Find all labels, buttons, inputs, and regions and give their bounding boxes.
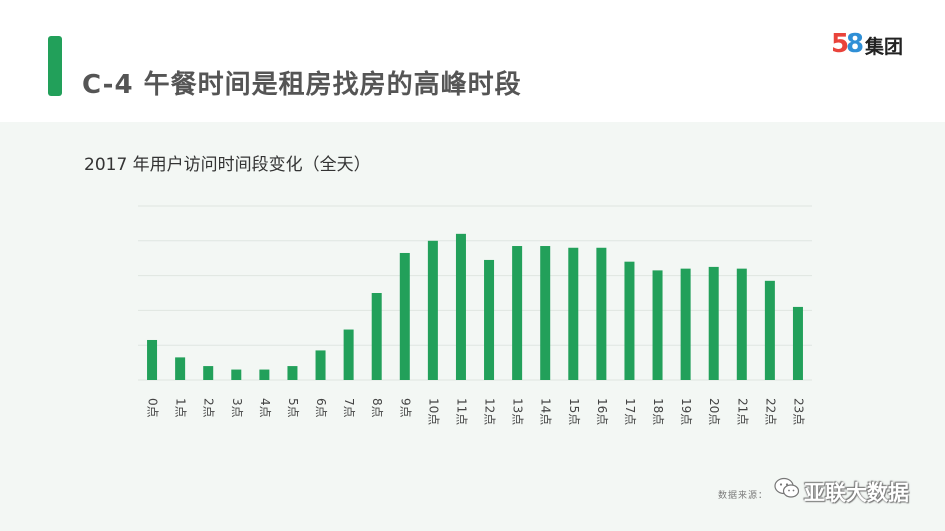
x-tick-label: 13点 (511, 398, 525, 425)
x-tick-label: 16点 (595, 398, 609, 425)
watermark-text: 亚联大数据 (804, 481, 909, 505)
bar-23 (792, 306, 803, 380)
logo-digit-5: 5 (831, 29, 850, 59)
bar-7 (343, 329, 354, 380)
bar-0 (147, 339, 158, 380)
bar-10 (427, 240, 438, 380)
x-tick-label: 17点 (623, 398, 637, 425)
x-tick-label: 3点 (230, 398, 244, 418)
bar-12 (484, 259, 495, 380)
x-tick-label: 10点 (426, 398, 440, 425)
x-tick-label: 21点 (735, 398, 749, 425)
header: C-4 午餐时间是租房找房的高峰时段 5 8 集团 (0, 0, 945, 122)
bar-13 (512, 246, 523, 380)
bar-1 (175, 357, 186, 380)
bar-22 (764, 280, 775, 380)
title-accent-bar (48, 36, 62, 96)
bar-21 (736, 268, 747, 380)
chart-title: 2017 年用户访问时间段变化（全天） (84, 155, 371, 175)
chart-bars (147, 233, 803, 380)
logo-text: 集团 (865, 35, 904, 58)
x-tick-label: 5点 (286, 398, 300, 418)
x-tick-label: 19点 (679, 398, 693, 425)
bar-16 (596, 247, 607, 380)
chart-panel (0, 122, 945, 531)
chart-x-labels: 0点 1点 2点 3点 4点 5点 6点 7点 8点 9点 10点 11点 12点 13点 14点 15点 16… (146, 398, 806, 425)
x-tick-label: 6点 (314, 398, 328, 418)
bar-19 (680, 268, 691, 380)
bar-4 (259, 369, 270, 380)
bar-8 (371, 293, 382, 380)
x-tick-label: 23点 (791, 398, 805, 425)
bar-3 (231, 369, 242, 380)
wechat-icon (774, 477, 800, 498)
x-tick-label: 14点 (539, 398, 553, 425)
x-tick-label: 0点 (146, 398, 160, 418)
page-title: C-4 午餐时间是租房找房的高峰时段 (82, 70, 522, 100)
x-tick-label: 18点 (651, 398, 665, 425)
x-tick-label: 9点 (398, 398, 412, 418)
x-tick-label: 15点 (567, 398, 581, 425)
x-tick-label: 4点 (258, 398, 272, 418)
logo-digit-8: 8 (846, 29, 865, 59)
bar-18 (652, 270, 663, 380)
bar-15 (568, 247, 579, 380)
bar-14 (540, 246, 551, 380)
x-tick-label: 7点 (342, 398, 356, 418)
brand-logo: 5 8 集团 (831, 29, 904, 60)
x-tick-label: 8点 (370, 398, 384, 418)
x-tick-label: 20点 (707, 398, 721, 425)
x-tick-label: 12点 (483, 398, 497, 425)
x-tick-label: 11点 (454, 398, 468, 425)
bar-20 (708, 266, 719, 380)
bar-5 (287, 366, 298, 380)
bar-2 (203, 366, 214, 380)
data-source-label: 数据来源： (718, 491, 769, 501)
x-tick-label: 22点 (763, 398, 777, 425)
bar-6 (315, 350, 326, 380)
chart-grid (138, 205, 812, 381)
bar-11 (455, 233, 466, 380)
x-tick-label: 2点 (202, 398, 216, 418)
logo-mark: 5 8 (831, 29, 865, 60)
bar-17 (624, 261, 635, 380)
bar-9 (399, 252, 410, 380)
x-tick-label: 1点 (174, 398, 188, 418)
